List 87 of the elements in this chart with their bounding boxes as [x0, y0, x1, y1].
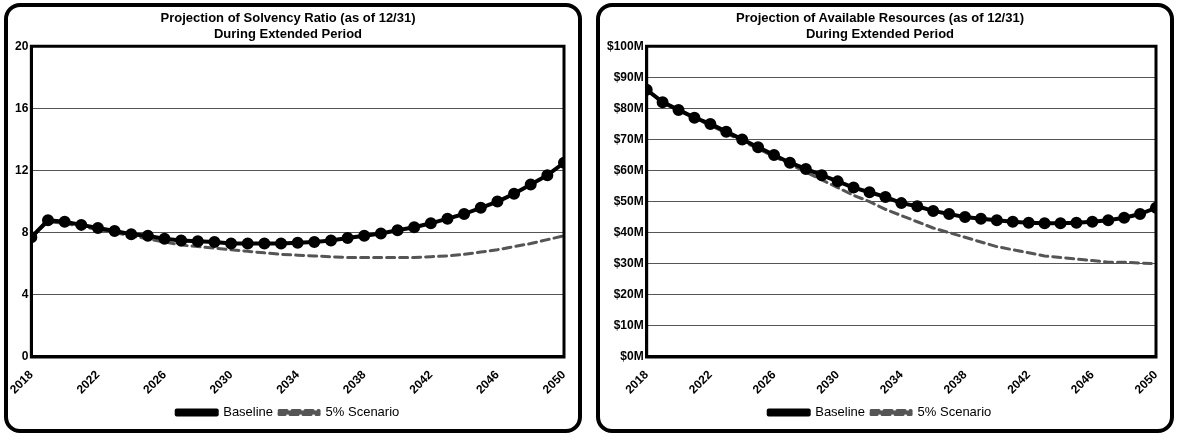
- point: [241, 237, 254, 250]
- point: [879, 190, 892, 203]
- point: [1006, 215, 1019, 228]
- point: [291, 236, 304, 249]
- y-tick-label: $80M: [613, 100, 644, 115]
- point: [1054, 217, 1067, 230]
- point: [1134, 208, 1147, 220]
- y-tick-label: $0M: [620, 349, 644, 364]
- point: [474, 201, 487, 214]
- point: [491, 195, 504, 208]
- point: [158, 232, 171, 245]
- y-tick-label: $70M: [613, 131, 644, 146]
- point: [108, 225, 121, 238]
- point: [990, 214, 1003, 227]
- point: [815, 169, 828, 182]
- chart-subtitle: During Extended Period: [805, 25, 955, 41]
- point: [1086, 215, 1099, 228]
- point: [672, 103, 685, 116]
- point: [974, 212, 987, 225]
- point: [736, 133, 749, 146]
- point: [275, 237, 288, 250]
- point: [1070, 216, 1083, 229]
- point: [308, 235, 321, 248]
- y-tick-label: $40M: [613, 224, 644, 239]
- point: [208, 235, 221, 248]
- point: [752, 141, 765, 154]
- point: [125, 228, 138, 241]
- y-tick-label: $90M: [613, 69, 644, 84]
- point: [799, 162, 812, 175]
- point: [141, 229, 154, 242]
- point: [341, 232, 354, 245]
- point: [391, 224, 404, 237]
- point: [1118, 211, 1131, 224]
- point: [41, 214, 54, 227]
- chart-subtitle: During Extended Period: [213, 25, 363, 41]
- point: [58, 215, 71, 228]
- point: [1102, 214, 1115, 227]
- point: [424, 217, 437, 230]
- point: [783, 156, 796, 169]
- point: [959, 211, 972, 224]
- point: [720, 125, 733, 138]
- point: [441, 212, 454, 225]
- point: [358, 229, 371, 242]
- y-tick-label: 20: [14, 38, 29, 53]
- point: [524, 178, 537, 191]
- point: [1038, 217, 1051, 230]
- point: [656, 96, 669, 109]
- point: [768, 148, 781, 161]
- point: [895, 197, 908, 210]
- point: [508, 187, 521, 200]
- y-tick-label: $20M: [613, 287, 644, 302]
- y-tick-label: 8: [21, 224, 29, 239]
- y-tick-label: $30M: [613, 256, 644, 271]
- y-tick-label: 12: [14, 162, 29, 177]
- legend-label: Baseline: [223, 404, 274, 420]
- y-tick-label: 4: [21, 287, 29, 302]
- point: [324, 234, 337, 247]
- y-tick-label: 0: [21, 349, 29, 364]
- y-tick-label: $100M: [606, 38, 644, 53]
- point: [191, 235, 204, 248]
- point: [374, 227, 387, 240]
- point: [91, 221, 104, 234]
- legend-label: 5% Scenario: [325, 404, 400, 420]
- point: [75, 218, 88, 231]
- point: [541, 169, 554, 182]
- point: [688, 111, 701, 124]
- point: [1022, 216, 1035, 229]
- y-tick-label: $10M: [613, 318, 644, 333]
- point: [258, 237, 271, 250]
- point: [943, 208, 956, 220]
- point: [175, 234, 188, 247]
- y-tick-label: $50M: [613, 193, 644, 208]
- y-tick-label: 16: [14, 100, 29, 115]
- point: [225, 237, 238, 250]
- point: [704, 117, 717, 130]
- y-tick-label: $60M: [613, 162, 644, 177]
- legend-label: 5% Scenario: [917, 404, 992, 420]
- chart-title: Projection of Solvency Ratio (as of 12/31): [160, 10, 416, 26]
- legend-label: Baseline: [815, 404, 866, 420]
- chart-title: Projection of Available Resources (as of 12/31): [735, 10, 1025, 26]
- point: [927, 204, 940, 217]
- point: [458, 208, 471, 220]
- point: [831, 175, 844, 188]
- point: [847, 181, 860, 194]
- point: [408, 221, 421, 234]
- point: [911, 200, 924, 213]
- point: [863, 186, 876, 199]
